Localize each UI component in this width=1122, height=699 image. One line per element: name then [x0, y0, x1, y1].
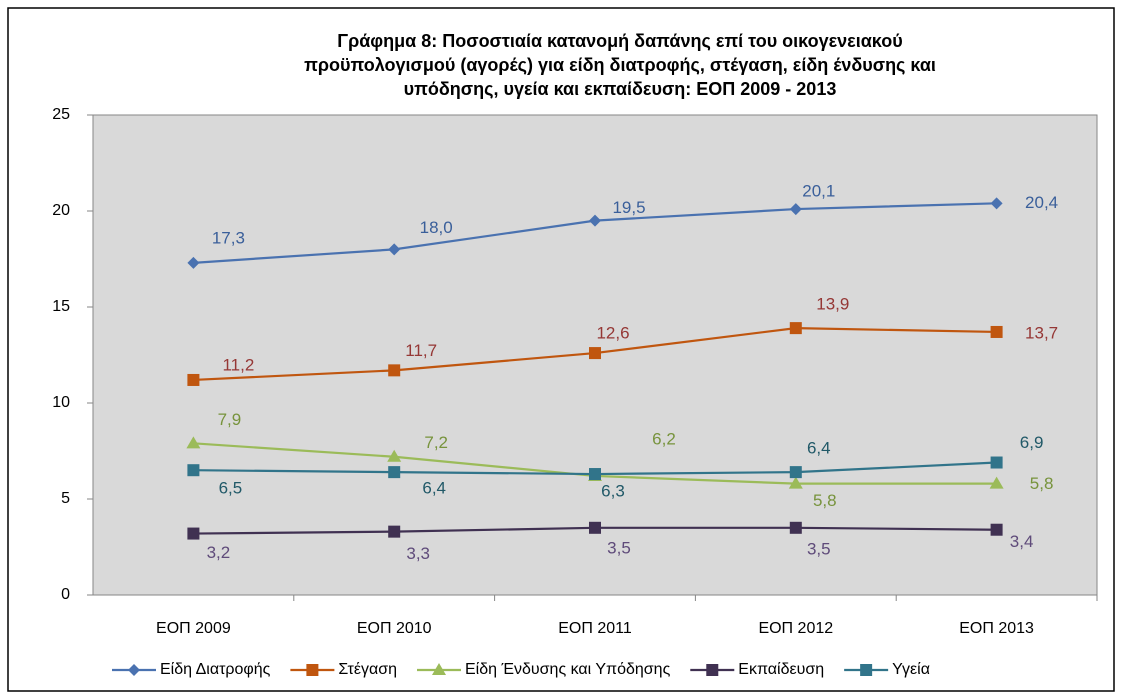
- y-tick-label: 20: [52, 202, 70, 219]
- value-label: 7,9: [218, 410, 242, 429]
- x-tick-label: ΕΟΠ 2011: [558, 620, 632, 637]
- value-label: 20,4: [1025, 193, 1058, 212]
- legend-label: Εκπαίδευση: [738, 661, 824, 678]
- value-label: 5,8: [813, 491, 837, 510]
- chart-title: προϋπολογισμού (αγορές) για είδη διατροφ…: [304, 55, 936, 75]
- y-tick-label: 0: [61, 586, 70, 603]
- value-label: 12,6: [596, 324, 629, 343]
- legend-label: Στέγαση: [338, 661, 397, 678]
- y-tick-label: 10: [52, 394, 70, 411]
- x-tick-label: ΕΟΠ 2013: [959, 620, 1034, 637]
- marker: [187, 527, 200, 540]
- marker: [789, 203, 802, 216]
- value-label: 3,2: [207, 543, 231, 562]
- marker: [860, 664, 873, 676]
- marker: [990, 325, 1003, 338]
- marker: [789, 521, 802, 534]
- marker: [788, 476, 803, 489]
- marker: [388, 466, 401, 479]
- value-label: 6,4: [807, 439, 831, 458]
- marker: [187, 256, 200, 269]
- legend-label: Υγεία: [892, 661, 930, 678]
- marker: [432, 663, 446, 675]
- marker: [589, 347, 601, 360]
- chart-title: υπόδησης, υγεία και εκπαίδευση: ΕΟΠ 2009…: [404, 79, 837, 99]
- value-label: 5,8: [1030, 474, 1054, 493]
- marker: [388, 243, 401, 256]
- marker: [387, 449, 402, 462]
- value-label: 11,2: [222, 355, 254, 374]
- marker: [589, 521, 601, 534]
- value-label: 6,4: [422, 479, 446, 498]
- value-label: 3,3: [406, 544, 430, 563]
- value-label: 3,5: [607, 538, 631, 557]
- y-tick-label: 25: [52, 106, 70, 123]
- legend-label: Είδη Ένδυσης και Υπόδησης: [465, 661, 671, 678]
- marker: [388, 364, 401, 377]
- value-label: 20,1: [802, 182, 835, 201]
- value-label: 19,5: [612, 198, 645, 217]
- value-label: 6,2: [652, 429, 676, 448]
- marker: [388, 525, 401, 538]
- marker: [789, 466, 802, 479]
- marker: [990, 456, 1003, 469]
- value-label: 18,0: [420, 218, 453, 237]
- marker: [990, 197, 1003, 210]
- marker: [589, 468, 601, 481]
- marker: [186, 436, 201, 449]
- legend-label: Είδη Διατροφής: [160, 661, 271, 678]
- value-label: 6,5: [219, 479, 243, 498]
- value-label: 6,3: [601, 482, 625, 501]
- value-label: 3,5: [807, 539, 831, 558]
- value-label: 7,2: [424, 433, 448, 452]
- chart-title: Γράφημα 8: Ποσοστιαία κατανομή δαπάνης ε…: [337, 31, 902, 51]
- value-label: 6,9: [1020, 433, 1044, 452]
- value-label: 17,3: [212, 228, 245, 247]
- marker: [187, 464, 200, 477]
- marker: [306, 664, 319, 676]
- marker: [187, 373, 200, 386]
- marker: [989, 476, 1004, 489]
- marker: [706, 664, 719, 676]
- y-tick-label: 5: [61, 490, 70, 507]
- value-label: 13,7: [1025, 323, 1058, 342]
- value-label: 13,9: [816, 295, 849, 314]
- y-tick-label: 15: [52, 298, 70, 315]
- marker: [789, 322, 802, 335]
- marker: [128, 664, 140, 676]
- marker: [589, 214, 601, 227]
- value-label: 3,4: [1010, 532, 1034, 551]
- x-tick-label: ΕΟΠ 2012: [758, 620, 833, 637]
- x-tick-label: ΕΟΠ 2009: [156, 620, 231, 637]
- marker: [990, 523, 1003, 536]
- x-tick-label: ΕΟΠ 2010: [357, 620, 432, 637]
- value-label: 11,7: [405, 341, 437, 360]
